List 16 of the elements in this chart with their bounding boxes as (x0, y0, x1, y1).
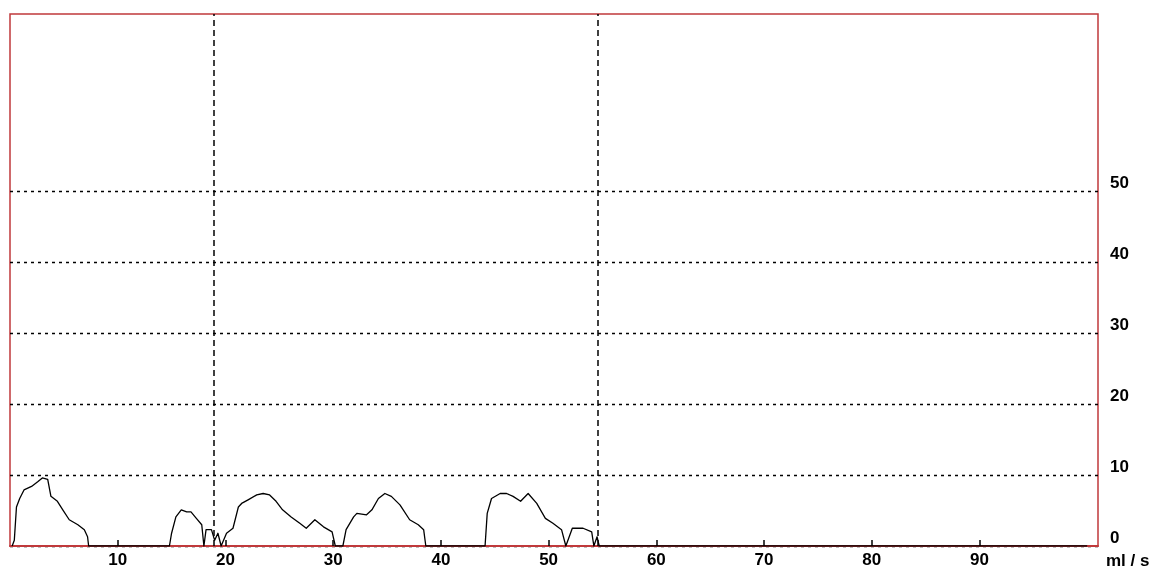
x-tick-label: 30 (323, 550, 343, 569)
x-tick-label: 40 (431, 550, 451, 569)
x-tick-label: 20 (215, 550, 235, 569)
y-axis-title: ml / s (1106, 551, 1150, 570)
y-tick-label: 30 (1110, 315, 1129, 335)
y-tick-label: 40 (1110, 244, 1129, 264)
x-tick-label: 10 (108, 550, 128, 569)
x-tick-label: 60 (646, 550, 666, 569)
x-tick-label: 50 (539, 550, 559, 569)
x-tick-label: 80 (862, 550, 882, 569)
y-tick-label: 10 (1110, 457, 1129, 477)
x-tick-label: 70 (754, 550, 774, 569)
y-tick-label: 0 (1110, 528, 1120, 547)
x-tick-label: 90 (970, 550, 989, 569)
y-tick-label: 20 (1110, 386, 1129, 406)
y-tick-label: 50 (1110, 173, 1129, 193)
